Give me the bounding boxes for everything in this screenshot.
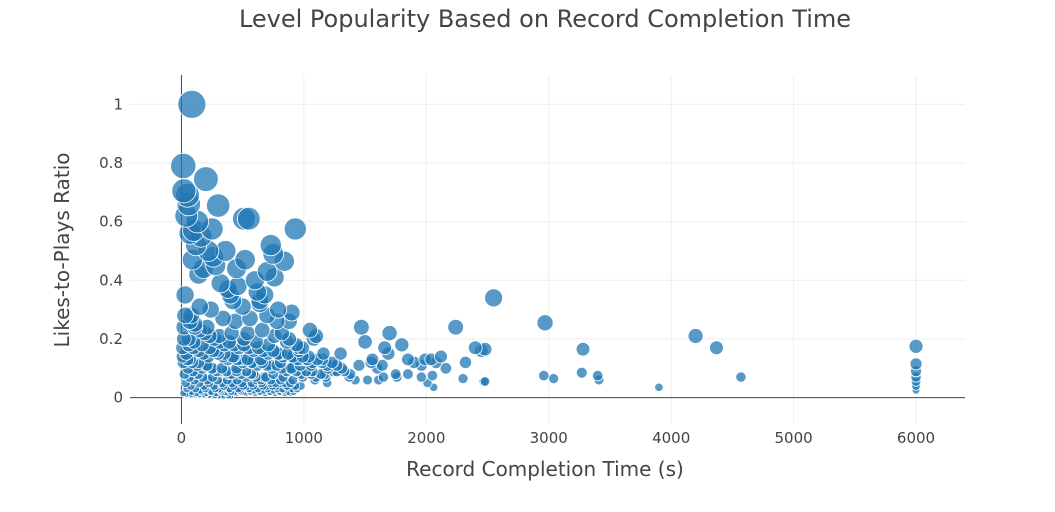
x-tick-label: 1000 [285,429,323,447]
data-point [377,371,390,383]
data-point [301,322,319,339]
y-tick-label: 0 [113,389,123,407]
data-point [234,249,256,271]
data-point [362,374,373,386]
data-point [735,371,747,383]
data-point [434,349,448,364]
data-point [402,368,414,380]
x-tick-label: 4000 [652,429,690,447]
y-tick-label: 0.4 [99,271,123,289]
data-point [458,355,473,369]
data-point [283,217,307,241]
data-point [401,352,415,367]
x-tick-label: 6000 [897,429,935,447]
y-tick-label: 0.8 [99,154,123,172]
data-point [687,328,704,344]
x-tick-label: 2000 [407,429,445,447]
data-point [439,362,453,375]
data-point [206,193,231,218]
y-tick-label: 0.2 [99,330,123,348]
data-point [239,325,256,342]
data-point [176,306,194,325]
data-point [190,297,209,316]
data-point [316,346,331,361]
data-point [353,318,370,336]
data-point [654,382,664,392]
data-point [538,369,550,382]
data-points [170,89,924,400]
data-point [269,300,288,319]
data-point [171,178,197,204]
data-point [177,89,207,119]
data-point [170,152,197,179]
y-axis-title: Likes-to-Plays Ratio [50,152,74,347]
data-point [415,371,427,383]
data-point [548,373,560,385]
data-point [175,285,195,305]
data-point [333,346,348,361]
data-point [193,166,219,192]
data-point [357,334,373,350]
x-tick-label: 0 [177,429,187,447]
data-point [457,373,469,385]
data-point [227,276,248,296]
data-point [575,341,591,357]
data-point [236,206,261,231]
data-point [592,369,604,382]
data-point [254,322,271,339]
x-tick-label: 5000 [774,429,812,447]
data-point [426,369,439,382]
data-point [381,325,398,342]
data-point [575,366,588,379]
data-point [365,352,380,367]
tick-labels: 0 1000 2000 3000 4000 5000 6000 0 0.2 0.4 0.6 0.8 1 [99,95,935,447]
data-point [389,368,402,380]
x-tick-label: 3000 [530,429,568,447]
data-point [259,234,282,257]
data-point [709,340,724,356]
data-point [210,273,231,294]
y-tick-label: 0.6 [99,213,123,231]
data-point [352,358,366,372]
data-point [447,318,464,336]
data-point [467,340,483,356]
data-point [214,309,232,328]
data-point [908,338,924,354]
x-axis-title: Record Completion Time (s) [406,457,684,481]
y-tick-label: 1 [113,95,123,113]
chart-title: Level Popularity Based on Record Complet… [239,5,851,33]
data-point [394,337,410,353]
data-point [909,357,923,371]
data-point [536,314,554,332]
data-point [479,376,491,387]
data-point [484,288,504,308]
data-point [377,340,393,356]
